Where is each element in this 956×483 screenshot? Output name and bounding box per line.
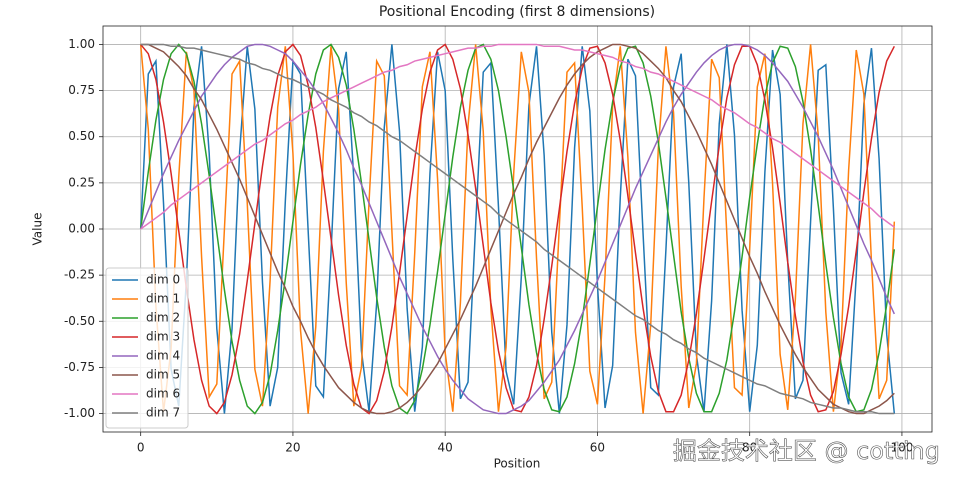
y-tick-label: 1.00 <box>68 37 95 51</box>
legend-label: dim 0 <box>146 273 180 287</box>
y-tick-label: -1.00 <box>64 406 95 420</box>
x-tick-label: 80 <box>742 441 757 455</box>
y-tick-label: -0.50 <box>64 314 95 328</box>
legend: dim 0 dim 1 dim 2 dim 3 dim 4 dim 5 dim 6 dim 7 <box>105 267 189 429</box>
chart-title: Positional Encoding (first 8 dimensions) <box>379 4 655 20</box>
x-tick-label: 60 <box>590 441 605 455</box>
legend-label: dim 6 <box>146 387 180 401</box>
legend-label: dim 3 <box>146 330 180 344</box>
legend-label: dim 7 <box>146 406 180 420</box>
y-tick-label: -0.25 <box>64 268 95 282</box>
plot-frame <box>102 25 933 433</box>
line-series <box>139 43 896 415</box>
watermark: 掘金技术社区 @ cotting <box>673 437 940 465</box>
line-series <box>140 43 895 415</box>
legend-label: dim 1 <box>146 292 180 306</box>
line-series <box>140 43 895 415</box>
y-tick-label: 0.50 <box>68 129 95 143</box>
x-tick-label: 100 <box>890 441 913 455</box>
line-series <box>139 44 896 414</box>
legend-box <box>105 267 189 429</box>
y-axis-label: Value <box>31 213 45 246</box>
line-series <box>140 43 895 415</box>
x-tick-label: 0 <box>137 441 145 455</box>
legend-label: dim 2 <box>146 311 180 325</box>
y-tick-label: 0.75 <box>68 83 95 97</box>
line-series <box>140 43 895 230</box>
y-tick-label: 0.25 <box>68 175 95 189</box>
x-tick-label: 40 <box>438 441 453 455</box>
y-tick-label: -0.75 <box>64 360 95 374</box>
line-series <box>139 43 896 415</box>
legend-label: dim 5 <box>146 368 180 382</box>
legend-label: dim 4 <box>146 349 180 363</box>
x-tick-label: 20 <box>285 441 300 455</box>
x-axis-label: Position <box>494 457 541 471</box>
y-tick-label: 0.00 <box>68 222 95 236</box>
